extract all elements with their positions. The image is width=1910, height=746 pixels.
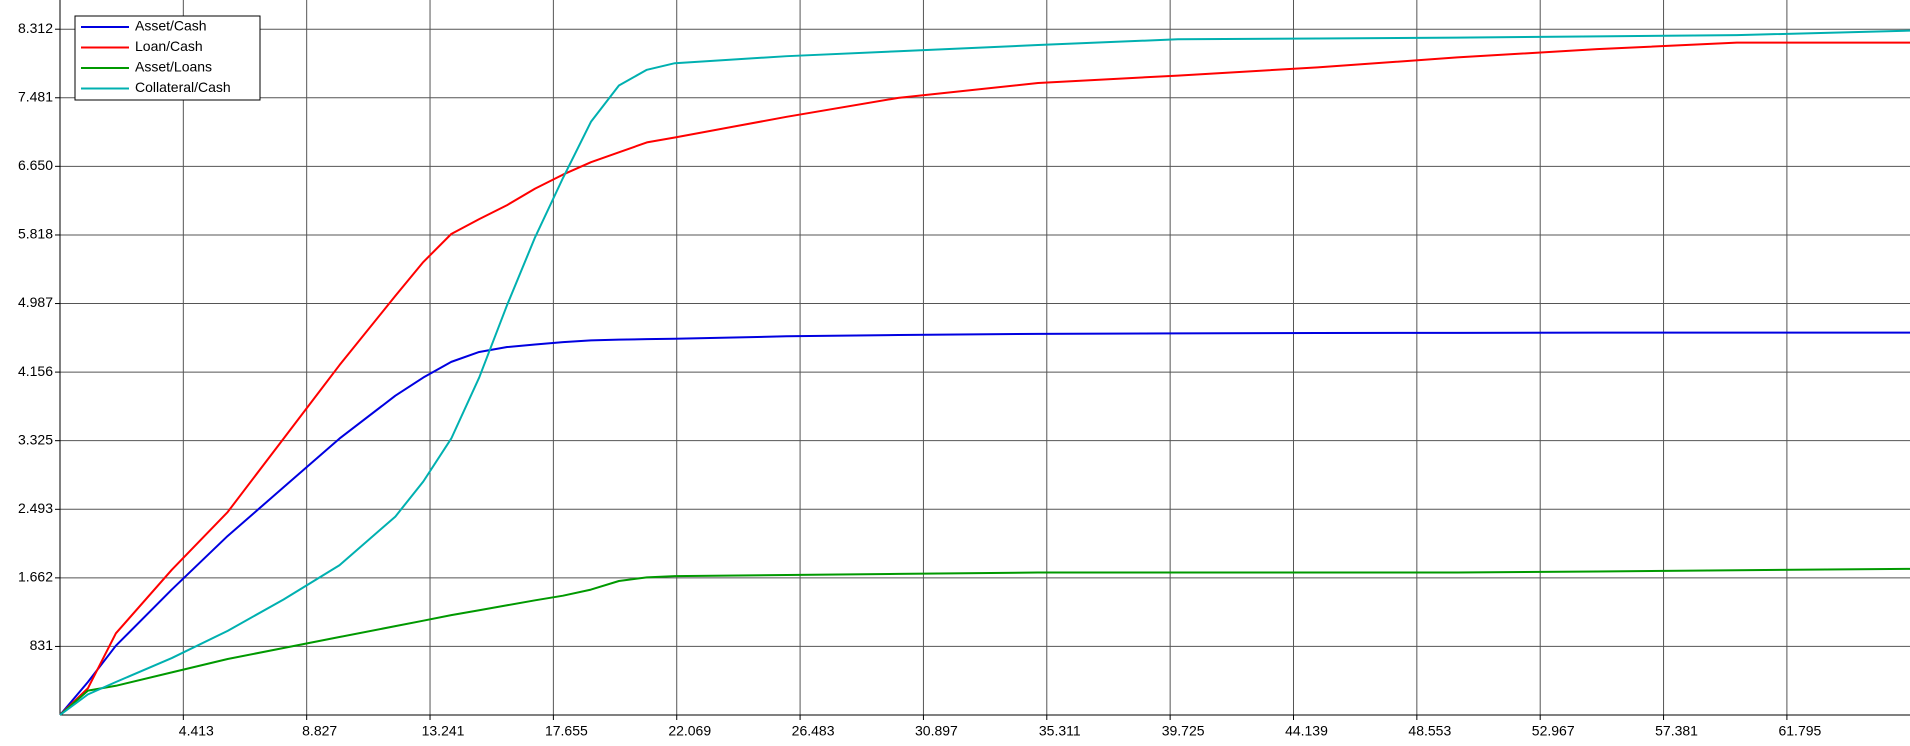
x-tick-label: 4.413 — [179, 723, 214, 739]
x-tick-label: 17.655 — [545, 723, 588, 739]
x-tick-label: 39.725 — [1162, 723, 1205, 739]
x-tick-label: 8.827 — [302, 723, 337, 739]
series-line — [59, 29, 1910, 716]
x-tick-label: 13.241 — [422, 723, 465, 739]
y-tick-label: 4.156 — [18, 363, 53, 379]
x-tick-label: 22.069 — [668, 723, 711, 739]
y-tick-label: 1.662 — [18, 569, 53, 585]
y-tick-label: 6.650 — [18, 157, 53, 173]
legend-label: Collateral/Cash — [135, 79, 231, 95]
x-tick-label: 57.381 — [1655, 723, 1698, 739]
x-tick-label: 30.897 — [915, 723, 958, 739]
legend-box — [74, 15, 261, 101]
y-tick-label: 4.987 — [18, 294, 53, 310]
legend: Asset/Cash Loan/Cash Asset/Loans Collateral… — [74, 15, 261, 101]
legend-label: Asset/Cash — [135, 18, 207, 34]
legend-label: Asset/Loans — [135, 59, 212, 75]
legend-label: Loan/Cash — [135, 38, 203, 54]
x-tick-label: 52.967 — [1532, 723, 1575, 739]
y-tick-label: 5.818 — [18, 226, 53, 242]
series-line — [59, 567, 1910, 716]
y-tick-label: 3.325 — [18, 431, 53, 447]
y-tick-label: 2.493 — [18, 500, 53, 516]
series-line — [59, 41, 1910, 716]
y-tick-label: 831 — [30, 637, 54, 653]
plot-area — [60, 0, 1910, 715]
x-tick-label: 48.553 — [1408, 723, 1451, 739]
series-line — [59, 331, 1910, 716]
x-tick-label: 44.139 — [1285, 723, 1328, 739]
x-tick-label: 26.483 — [792, 723, 835, 739]
x-tick-label: 35.311 — [1039, 723, 1081, 739]
y-tick-label: 8.312 — [18, 20, 53, 36]
y-tick-label: 7.481 — [18, 88, 53, 104]
x-tick-label: 61.795 — [1778, 723, 1821, 739]
